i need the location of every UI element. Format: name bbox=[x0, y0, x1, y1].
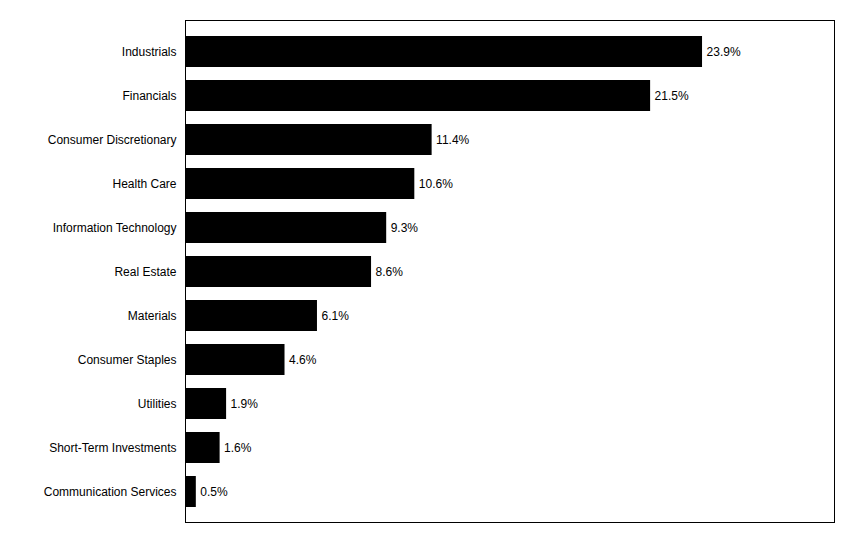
svg-text:Consumer Discretionary: Consumer Discretionary bbox=[48, 133, 177, 147]
svg-text:Utilities: Utilities bbox=[138, 397, 177, 411]
svg-text:Industrials: Industrials bbox=[122, 45, 177, 59]
svg-text:Consumer Staples: Consumer Staples bbox=[78, 353, 177, 367]
svg-text:11.4%: 11.4% bbox=[436, 133, 469, 147]
svg-text:Real Estate: Real Estate bbox=[114, 265, 176, 279]
svg-text:Materials: Materials bbox=[128, 309, 177, 323]
svg-text:Short-Term Investments: Short-Term Investments bbox=[49, 441, 176, 455]
svg-text:Communication Services: Communication Services bbox=[44, 485, 177, 499]
svg-text:1.6%: 1.6% bbox=[224, 441, 252, 455]
svg-text:21.5%: 21.5% bbox=[655, 89, 689, 103]
svg-text:10.6%: 10.6% bbox=[419, 177, 453, 191]
svg-text:0.5%: 0.5% bbox=[200, 485, 228, 499]
svg-text:4.6%: 4.6% bbox=[289, 353, 317, 367]
svg-text:23.9%: 23.9% bbox=[707, 45, 741, 59]
svg-text:6.1%: 6.1% bbox=[321, 309, 349, 323]
svg-text:Information Technology: Information Technology bbox=[53, 221, 177, 235]
svg-text:Health Care: Health Care bbox=[112, 177, 176, 191]
svg-text:8.6%: 8.6% bbox=[376, 265, 404, 279]
svg-text:Financials: Financials bbox=[122, 89, 176, 103]
svg-text:9.3%: 9.3% bbox=[391, 221, 419, 235]
svg-text:1.9%: 1.9% bbox=[231, 397, 259, 411]
